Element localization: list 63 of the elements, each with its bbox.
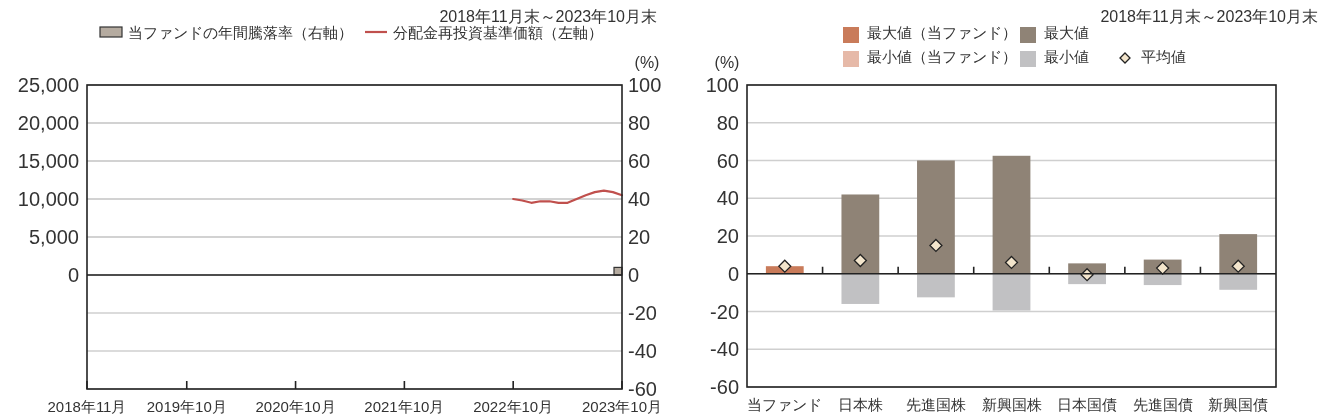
legend-label: 分配金再投資基準価額（左軸） [393,24,603,41]
y2-tick-label: 20 [628,226,651,248]
chart-title: 2018年11月末～2023年10月末 [1100,8,1318,25]
bar [917,273,955,298]
x-tick-label: 先進国債 [1132,396,1193,413]
y2-tick-label: 80 [628,112,651,134]
bar [841,194,880,274]
y-tick-label: -20 [710,300,739,323]
y2-tick-label: -20 [628,302,657,324]
x-tick-label: 新興国債 [1208,396,1269,413]
legend-label: 当ファンドの年間騰落率（右軸） [128,24,353,41]
y2-tick-label: 60 [628,150,651,172]
bar [992,273,1031,311]
point [929,238,943,253]
y-tick-label: 15,000 [17,150,79,172]
y-tick-label: -60 [710,376,739,398]
y-tick-label: 5,000 [28,226,79,248]
x-tick-label: 2021年10月 [364,398,445,415]
y2-tick-label: 100 [628,74,662,96]
point [1155,261,1170,275]
chart-title: 2018年11月末～2023年10月末 [439,8,657,25]
y-tick-label: 20,000 [17,112,79,134]
y-tick-label: 0 [67,264,79,286]
bar [1219,234,1258,274]
y2-axis-title: (%) [634,54,660,71]
y-tick-label: 25,000 [17,74,79,96]
y-tick-label: 40 [716,187,739,210]
y-axis-title: (%) [714,54,740,71]
line-series [512,189,624,204]
y-tick-label: 100 [705,74,739,96]
x-tick-label: 2019年10月 [146,398,227,415]
x-tick-label: 2022年10月 [473,398,554,415]
point [1231,259,1245,273]
point [778,259,792,273]
bar [917,160,955,274]
x-tick-label: 2023年10月 [581,398,663,415]
legend-label: 最大値（当ファンド） [867,24,1017,41]
legend-label: 最大値 [1044,24,1089,41]
x-tick-label: 2018年11月 [47,398,127,415]
legend-label: 最小値（当ファンド） [867,48,1017,65]
y2-tick-label: 0 [628,264,640,286]
y2-tick-label: -60 [628,378,657,400]
point [1004,255,1019,270]
point [853,253,868,268]
x-tick-label: 日本国債 [1057,396,1118,413]
legend-label: 平均値 [1141,48,1186,65]
y2-tick-label: 40 [628,188,651,210]
bar [992,155,1031,274]
x-tick-label: 日本株 [837,396,883,413]
x-tick-label: 新興国株 [981,396,1042,413]
x-tick-label: 先進国株 [905,396,966,413]
x-tick-label: 当ファンド [747,396,823,413]
y-tick-label: 60 [716,149,739,172]
bar [1219,273,1258,290]
y-tick-label: 20 [716,225,739,247]
bar [841,273,880,304]
x-tick-label: 2020年10月 [255,398,336,415]
y-tick-label: -40 [710,338,739,361]
y-tick-label: 0 [727,262,739,285]
y2-tick-label: -40 [628,340,657,362]
y-tick-label: 80 [716,111,739,134]
legend-label: 最小値 [1044,48,1089,65]
y-tick-label: 10,000 [17,188,79,210]
